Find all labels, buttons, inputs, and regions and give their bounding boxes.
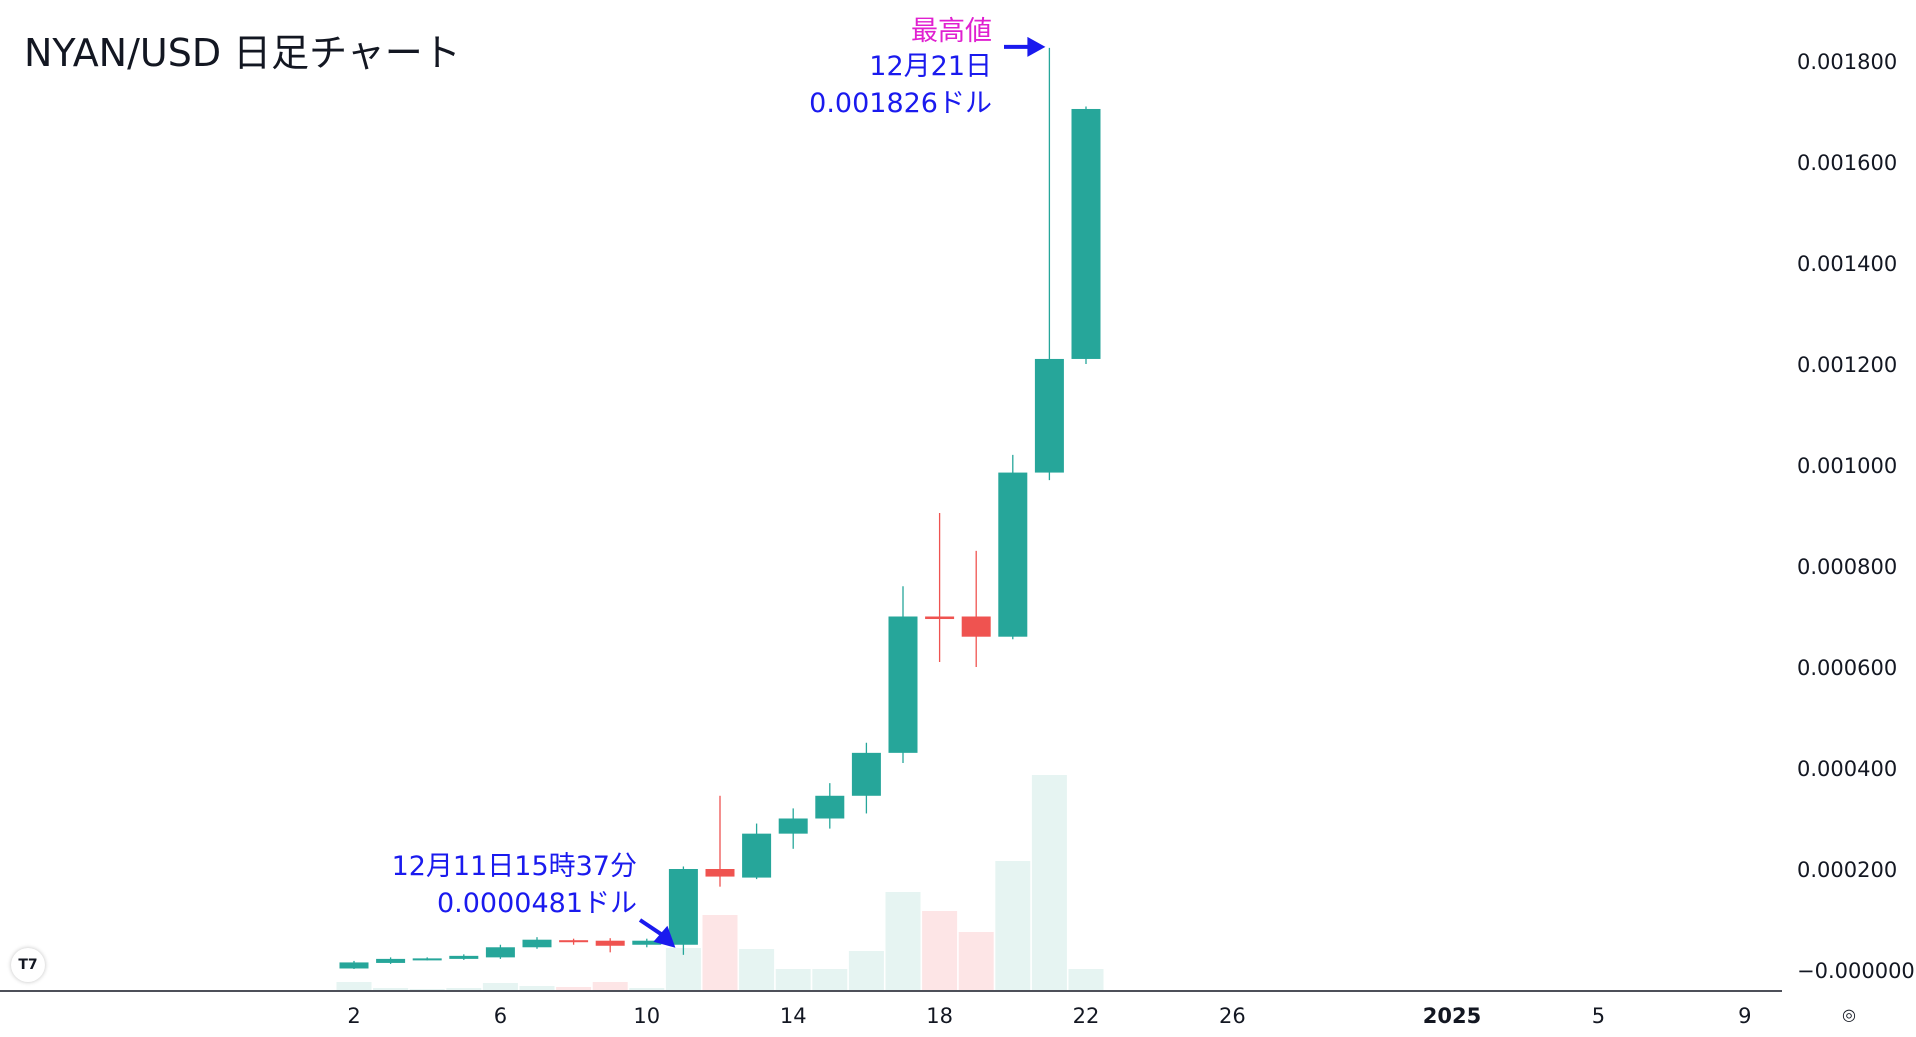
volume-bar [446,988,482,990]
volume-bar [958,932,994,990]
price-tick-label: 0.001200 [1797,353,1897,377]
tradingview-logo-icon[interactable]: T7 [11,948,45,982]
candle-body [851,752,881,796]
candle-body [559,940,589,943]
price-tick-label: 0.000400 [1797,757,1897,781]
price-tick-label: 0.000600 [1797,656,1897,680]
candle-body [961,616,991,637]
chart-title: NYAN/USD 日足チャート [24,31,461,75]
candle-body [705,869,735,877]
ath-date: 12月21日 [869,51,992,82]
candle-body [595,940,625,946]
price-tick-label: 0.000800 [1797,555,1897,579]
time-tick-label: 2 [347,1004,360,1028]
candle-body [925,616,955,620]
candle-body [449,955,479,959]
time-tick-label: 18 [926,1004,953,1028]
time-tick-label: 10 [633,1004,660,1028]
candle-body [815,795,845,819]
time-tick-label: 26 [1219,1004,1246,1028]
candle-body [1071,108,1101,359]
volume-bar [775,969,811,990]
candle-body [778,818,808,834]
candle-layer [339,47,1101,969]
volume-bar [848,951,884,990]
volume-bar [1068,969,1104,990]
price-tick-label: 0.001000 [1797,454,1897,478]
volume-bar [409,989,445,990]
time-tick-label: 2025 [1423,1004,1481,1028]
ath-arrow-head-icon [1027,36,1046,57]
volume-bar [519,986,555,990]
annotation-layer: 最高値 12月21日 0.001826ドル 12月11日15時37分 0.0000481… [392,16,1046,948]
volume-bar [922,911,958,990]
volume-layer [336,775,1104,990]
ath-label: 最高値 [911,16,992,47]
candle-body [742,833,772,878]
low-arrow-shaft [638,918,665,938]
time-tick-label: 5 [1592,1004,1605,1028]
time-tick-label: 22 [1073,1004,1100,1028]
candle-body [376,958,406,963]
price-tick-label: 0.001400 [1797,252,1897,276]
volume-bar [995,861,1031,990]
candle-body [668,869,698,945]
candle-body [1034,358,1064,473]
time-tick-label: 9 [1738,1004,1751,1028]
ath-price: 0.001826ドル [809,88,992,119]
time-tick-label: 6 [494,1004,507,1028]
volume-bar [1031,775,1067,990]
price-tick-label: 0.000200 [1797,858,1897,882]
volume-bar [592,982,628,990]
candle-body [485,947,515,958]
time-axis: 2 6 10 14 18 22 26 2025 5 9 [0,990,1782,1028]
time-tick-label: 14 [780,1004,807,1028]
volume-bar [373,988,409,990]
price-tick-label: 0.001600 [1797,151,1897,175]
volume-bar [629,988,665,990]
low-arrow-head-icon [653,925,676,948]
price-tick-label: −0.000000 [1797,959,1915,983]
price-tick-label: 0.001800 [1797,50,1897,74]
low-date: 12月11日15時37分 [392,851,637,882]
candle-body [632,940,662,945]
candle-body [339,962,369,969]
volume-bar [556,987,592,990]
price-axis: 0.001800 0.001600 0.001400 0.001200 0.001000… [1797,50,1915,983]
candle-body [998,472,1028,637]
volume-bar [665,948,701,990]
volume-bar [739,949,775,990]
volume-bar [885,892,921,990]
volume-bar [336,982,372,990]
volume-bar [482,983,518,990]
candle-body [522,939,552,948]
volume-bar [702,915,738,990]
volume-bar [812,969,848,990]
settings-icon[interactable]: ◎ [1842,1005,1856,1024]
candle-body [888,616,918,753]
candle-body [412,958,442,961]
low-price: 0.0000481ドル [437,888,637,919]
